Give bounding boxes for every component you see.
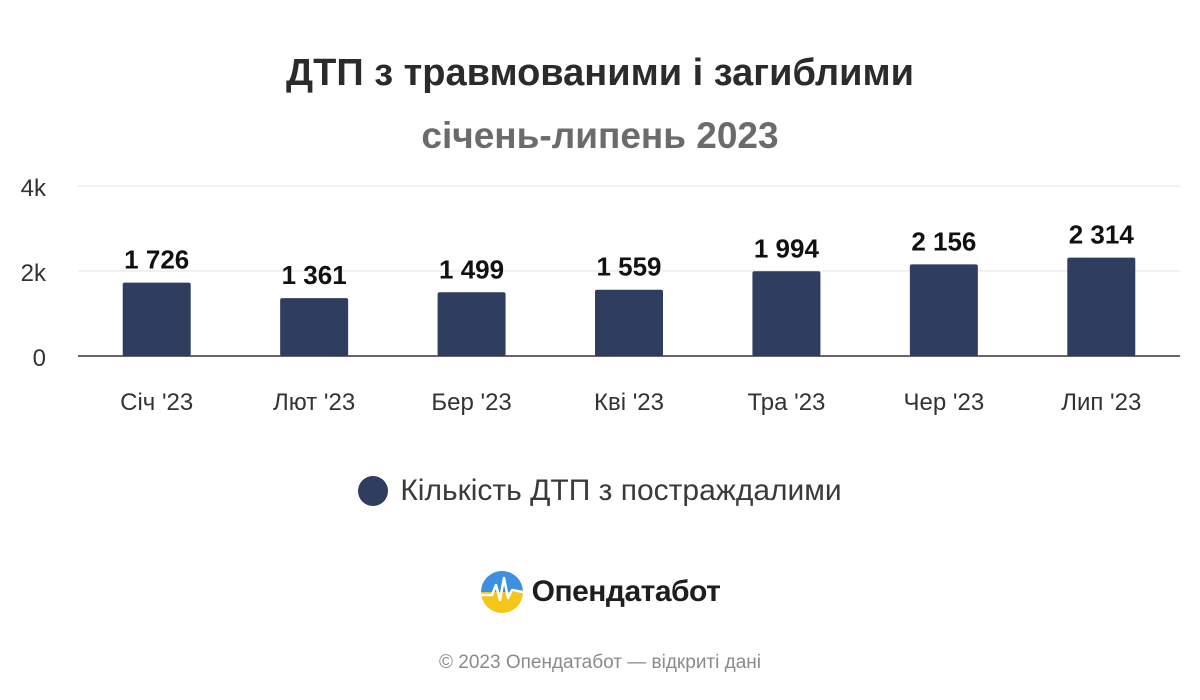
bar — [122, 282, 191, 356]
data-label: 1 726 — [124, 245, 189, 275]
legend-swatch — [358, 476, 389, 506]
data-label: 1 559 — [596, 252, 661, 282]
brand-name: Опендатабот — [531, 575, 721, 608]
opendatabot-logo-icon — [480, 571, 523, 613]
bar-chart: 0 2k 4k 1 726 Січ '23 1 361 Лют '23 1 499 Бер '2… — [21, 175, 1180, 416]
legend-label: Кількість ДТП з постраждалими — [400, 474, 842, 507]
bar — [280, 298, 349, 356]
bar — [1067, 257, 1136, 356]
x-tick-label: Лип '23 — [1061, 389, 1141, 416]
bar — [752, 271, 821, 356]
bar — [909, 264, 978, 356]
data-label: 1 499 — [439, 254, 504, 284]
chart-subtitle: січень-липень 2023 — [421, 115, 779, 156]
brand: Опендатабот — [0, 570, 1200, 614]
x-tick-label: Лют '23 — [273, 389, 355, 416]
bar — [437, 292, 506, 356]
y-tick-label: 2k — [21, 260, 47, 287]
x-tick-label: Чер '23 — [904, 389, 985, 416]
data-label: 1 994 — [754, 233, 820, 263]
footer-copyright[interactable]: © 2023 Опендатабот — відкриті дані — [439, 652, 761, 673]
data-label: 2 156 — [911, 226, 976, 256]
legend[interactable]: Кількість ДТП з постраждалими — [0, 474, 1200, 508]
chart-title: ДТП з травмованими і загиблими — [286, 52, 914, 94]
data-label: 1 361 — [282, 260, 347, 290]
x-tick-label: Січ '23 — [120, 389, 193, 416]
data-label: 2 314 — [1069, 220, 1135, 250]
x-tick-label: Тра '23 — [747, 389, 825, 416]
x-tick-label: Кві '23 — [594, 389, 664, 416]
bar — [595, 289, 663, 356]
x-tick-label: Бер '23 — [431, 389, 511, 416]
y-tick-label: 0 — [33, 345, 46, 372]
y-tick-label: 4k — [21, 175, 47, 202]
